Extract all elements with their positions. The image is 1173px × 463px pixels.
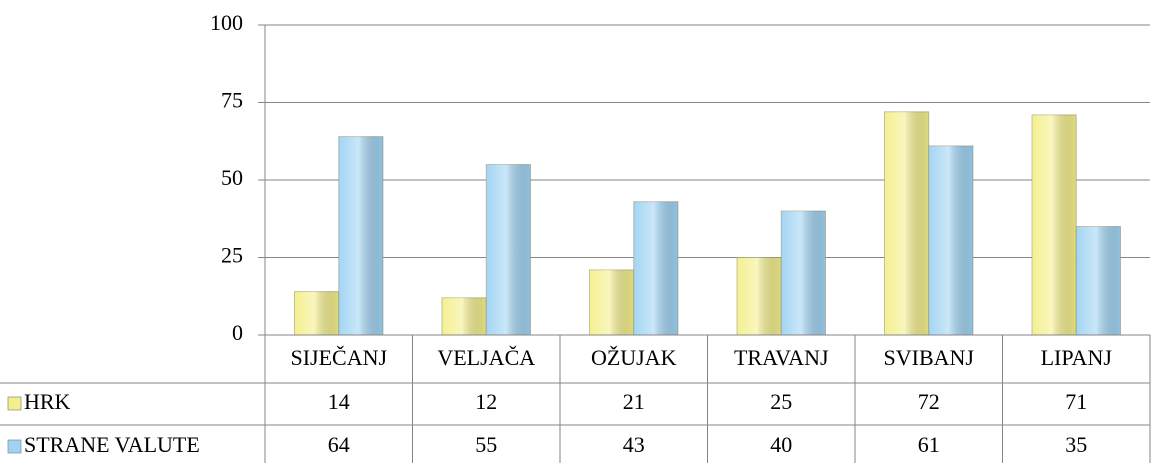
bar-shine xyxy=(737,257,782,335)
bar-shine xyxy=(884,111,929,335)
table-value: 40 xyxy=(770,432,792,457)
x-tick-label: LIPANJ xyxy=(1041,345,1113,370)
table-value: 64 xyxy=(328,432,350,457)
bar-shine xyxy=(442,297,487,335)
bar-shine xyxy=(633,201,678,335)
y-tick-label: 0 xyxy=(232,320,243,345)
table-value: 43 xyxy=(623,432,645,457)
bar-shine xyxy=(928,145,973,335)
bar-shine xyxy=(294,291,339,335)
bar-shine xyxy=(781,211,826,335)
x-tick-label: TRAVANJ xyxy=(734,345,829,370)
bar-shine xyxy=(589,269,634,335)
table-value: 35 xyxy=(1065,432,1087,457)
x-tick-label: SVIBANJ xyxy=(884,345,975,370)
x-tick-label: VELJAČA xyxy=(437,345,535,370)
legend-swatch xyxy=(7,396,22,411)
y-tick-label: 50 xyxy=(221,165,243,190)
y-tick-label: 100 xyxy=(210,10,243,35)
table-value: 25 xyxy=(770,389,792,414)
legend-label: HRK xyxy=(24,389,71,414)
bar-shine xyxy=(338,136,383,335)
table-value: 72 xyxy=(918,389,940,414)
y-tick-label: 75 xyxy=(221,88,243,113)
bar-shine xyxy=(1032,114,1077,336)
bar-shine xyxy=(1076,226,1121,335)
legend-label: STRANE VALUTE xyxy=(24,432,200,457)
y-tick-label: 25 xyxy=(221,243,243,268)
x-tick-label: OŽUJAK xyxy=(591,345,677,370)
table-value: 61 xyxy=(918,432,940,457)
table-value: 14 xyxy=(328,389,350,414)
table-value: 12 xyxy=(475,389,497,414)
table-value: 71 xyxy=(1065,389,1087,414)
x-tick-label: SIJEČANJ xyxy=(290,345,387,370)
table-value: 21 xyxy=(623,389,645,414)
legend-swatch xyxy=(7,439,22,454)
table-value: 55 xyxy=(475,432,497,457)
bar-shine xyxy=(486,164,531,335)
